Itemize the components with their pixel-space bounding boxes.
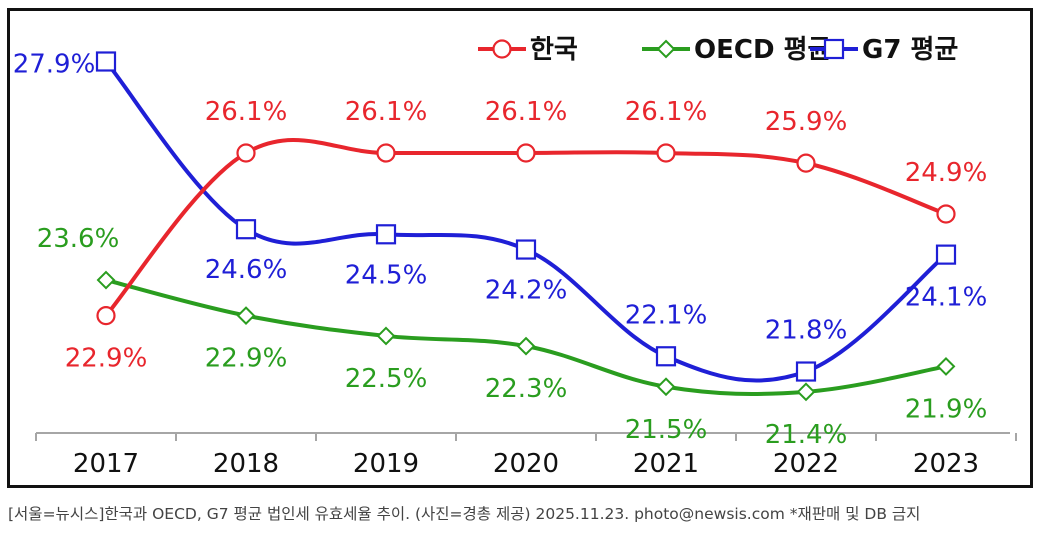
photo-caption: [서울=뉴시스]한국과 OECD, G7 평균 법인세 유효세율 추이. (사진… xyxy=(8,505,921,523)
data-point-marker xyxy=(96,270,116,290)
data-label: 21.8% xyxy=(765,316,848,346)
data-label: 24.2% xyxy=(485,276,568,306)
x-tick-label: 2021 xyxy=(633,449,699,479)
legend-marker xyxy=(823,38,845,60)
data-label: 21.9% xyxy=(905,394,988,424)
data-point-marker xyxy=(235,219,257,240)
legend-label: OECD 평균 xyxy=(694,35,831,65)
x-tick-label: 2018 xyxy=(213,449,279,479)
data-point-marker xyxy=(655,346,677,367)
data-label: 21.4% xyxy=(765,420,848,450)
data-point-marker xyxy=(936,204,956,224)
data-point-marker xyxy=(796,382,816,402)
data-point-marker xyxy=(516,336,536,356)
data-label: 22.9% xyxy=(205,344,288,374)
data-label: 21.5% xyxy=(625,415,708,445)
data-point-marker xyxy=(375,224,397,245)
data-label: 24.5% xyxy=(345,260,428,290)
legend-label: G7 평균 xyxy=(862,35,958,65)
data-label: 22.9% xyxy=(65,344,148,374)
x-tick-label: 2022 xyxy=(773,449,839,479)
data-point-marker xyxy=(795,361,817,382)
data-point-marker xyxy=(656,377,676,397)
data-label: 27.9% xyxy=(13,49,96,79)
x-tick-label: 2020 xyxy=(493,449,559,479)
chart-frame: 2017 2018 2019 2020 2021 2022 2023 22.9% 26.1% 26… xyxy=(7,8,1033,488)
data-point-marker xyxy=(935,244,957,265)
legend-marker xyxy=(492,39,512,59)
data-label: 26.1% xyxy=(345,97,428,127)
data-point-marker xyxy=(936,357,956,376)
x-tick-label: 2023 xyxy=(913,449,979,479)
data-point-marker xyxy=(656,143,676,163)
data-label: 24.9% xyxy=(905,158,988,188)
data-point-marker xyxy=(95,51,117,72)
data-point-marker xyxy=(236,306,256,326)
x-tick-label: 2019 xyxy=(353,449,419,479)
line-chart: 2017 2018 2019 2020 2021 2022 2023 22.9% 26.1% 26… xyxy=(13,35,1017,479)
legend-marker xyxy=(656,39,676,59)
data-label: 26.1% xyxy=(625,97,708,127)
data-label: 25.9% xyxy=(765,107,848,137)
data-label: 22.3% xyxy=(485,374,568,404)
data-label: 23.6% xyxy=(37,224,120,254)
data-label: 26.1% xyxy=(485,97,568,127)
data-point-marker xyxy=(516,143,536,163)
data-label: 24.1% xyxy=(905,283,988,313)
data-label: 22.1% xyxy=(625,300,708,330)
data-label: 26.1% xyxy=(205,97,288,127)
data-label: 22.5% xyxy=(345,364,428,394)
data-point-marker xyxy=(236,143,256,163)
data-point-marker xyxy=(515,239,537,260)
data-point-marker xyxy=(796,153,816,173)
data-point-marker xyxy=(96,306,116,326)
data-point-marker xyxy=(376,143,396,163)
legend-label: 한국 xyxy=(530,35,578,65)
data-label: 24.6% xyxy=(205,255,288,285)
x-tick-label: 2017 xyxy=(73,449,139,479)
data-point-marker xyxy=(376,326,396,346)
